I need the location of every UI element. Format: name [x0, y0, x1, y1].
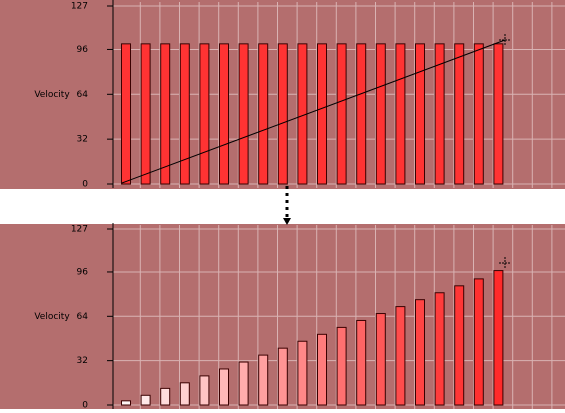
bar	[199, 375, 210, 406]
y-tick-label: 32	[77, 135, 88, 145]
bar	[434, 43, 445, 185]
arrow-head	[283, 218, 291, 225]
bar	[160, 387, 171, 406]
y-tick-label: 127	[71, 2, 88, 12]
chart-top: 0 32 64 96 127 Velocity	[34, 0, 565, 190]
bar	[375, 313, 386, 406]
bar	[454, 43, 465, 185]
bar	[179, 382, 190, 406]
bar	[395, 306, 406, 406]
bar	[297, 43, 308, 185]
bar	[160, 43, 171, 185]
bar	[336, 43, 347, 185]
y-tick-label: 64	[77, 312, 89, 322]
bar	[238, 43, 249, 185]
bar	[473, 278, 484, 406]
y-axis-label: Velocity	[34, 312, 70, 322]
bar	[277, 347, 288, 406]
y-tick-label: 32	[77, 356, 88, 366]
bar	[219, 368, 229, 406]
y-tick-label: 96	[77, 267, 89, 277]
y-axis-label: Velocity	[34, 90, 70, 100]
bar	[258, 354, 269, 406]
bar	[336, 326, 347, 406]
bar	[473, 43, 484, 185]
bar	[121, 43, 131, 185]
y-tick-label: 64	[77, 90, 89, 100]
bar	[317, 43, 327, 185]
bar	[277, 43, 288, 185]
bar	[140, 394, 151, 406]
bar	[219, 43, 229, 185]
bar	[493, 270, 504, 406]
bar	[179, 43, 190, 185]
bar	[415, 43, 425, 185]
bar	[356, 319, 367, 406]
bar	[375, 43, 386, 185]
y-tick-label: 96	[77, 45, 89, 55]
ramp-line	[121, 39, 506, 184]
bar	[199, 43, 210, 185]
y-tick-label: 0	[82, 401, 88, 410]
y-tick-label: 127	[71, 225, 88, 235]
bar	[121, 400, 131, 406]
bar	[317, 333, 327, 406]
bar	[454, 285, 465, 406]
y-tick-label: 0	[82, 180, 88, 190]
chart-bottom: 0 32 64 96 127 Velocity	[34, 223, 565, 411]
bar	[395, 43, 406, 185]
cursor	[499, 257, 511, 269]
bar	[434, 292, 445, 406]
bar	[258, 43, 269, 185]
bar	[238, 361, 249, 406]
bar	[297, 340, 308, 406]
cursor	[499, 34, 511, 46]
bar	[415, 299, 425, 406]
bar	[493, 43, 504, 185]
bar	[356, 43, 367, 185]
bar	[140, 43, 151, 185]
